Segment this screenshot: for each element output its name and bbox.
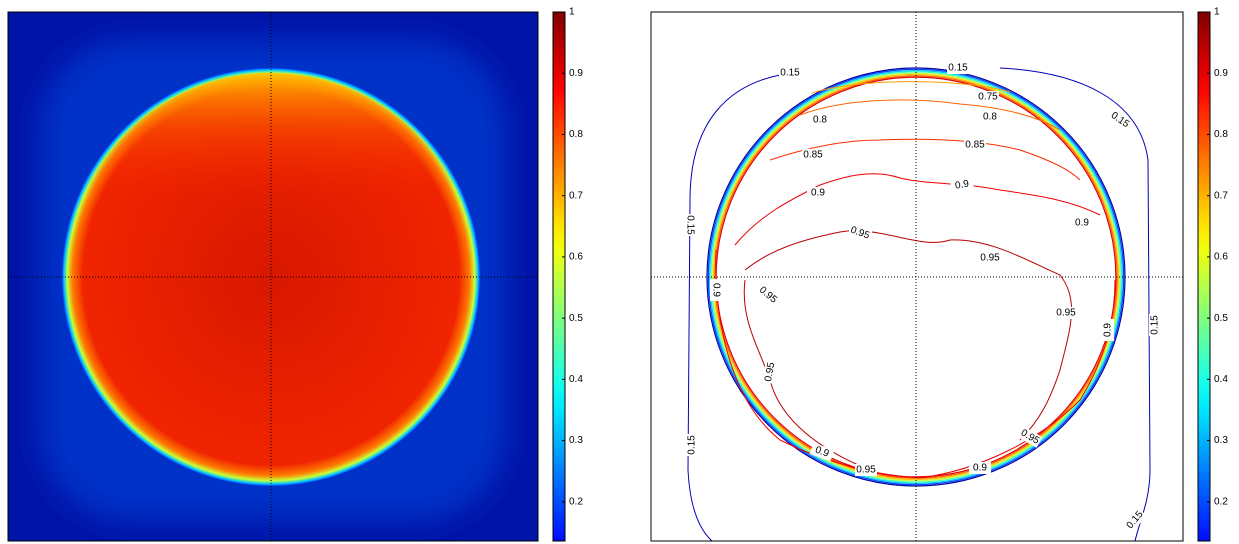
contour-label: 0.9 xyxy=(973,463,987,474)
contour-label: 0.15 xyxy=(780,68,800,79)
contour-label: 0.8 xyxy=(813,115,827,126)
colorbar-tick-label: 0.2 xyxy=(569,496,583,507)
contour-label-bg xyxy=(807,187,829,199)
contour-label: 0.8 xyxy=(983,112,997,123)
contour-label-bg xyxy=(979,252,1001,264)
contour-label-bg xyxy=(969,462,991,474)
colorbar xyxy=(1197,11,1211,542)
contour-axes: 0.15 0.150.150.150.150.150.150.750.8 0.80.… xyxy=(650,11,1184,542)
contour-label-bg xyxy=(1102,319,1114,341)
contour-label-bg xyxy=(1149,314,1161,336)
contour-line xyxy=(811,81,1011,94)
contour-label-bg xyxy=(802,149,824,161)
contour-label-bg xyxy=(977,91,999,103)
colorbar-tick-label: 0.4 xyxy=(1214,374,1228,385)
contour-label: 0.85 xyxy=(803,150,823,161)
colorbar-tick-label: 0.7 xyxy=(569,190,583,201)
contour-label: 0.15 xyxy=(1150,315,1161,335)
contour-label: 0.9 xyxy=(1103,323,1114,337)
contour-label-bg xyxy=(686,434,698,456)
background xyxy=(651,12,1183,541)
heatmap-axes xyxy=(7,11,539,542)
contour-label-bg xyxy=(710,279,722,301)
contour-label: 0.95 xyxy=(763,361,777,383)
contour-label: 0.85 xyxy=(965,140,985,151)
contour-label: 0.9 xyxy=(811,188,825,199)
colorbar-tick-label: 0.6 xyxy=(1214,252,1228,263)
contour-label-bg xyxy=(847,223,873,243)
contour-label: 0.75 xyxy=(978,92,998,103)
colorbar-tick-label: 0.9 xyxy=(569,68,583,79)
contour-label: 0.15 xyxy=(687,435,698,455)
contour-label-bg xyxy=(950,177,974,193)
axes-frame xyxy=(650,11,1184,542)
colorbar-tick-label: 1 xyxy=(1214,7,1220,18)
ring-contour xyxy=(712,73,1120,481)
colorbar-tick-label: 0.5 xyxy=(569,313,583,324)
contour-label-bg xyxy=(1123,507,1147,533)
contour-label-bg xyxy=(855,464,877,476)
ring-contour xyxy=(710,71,1122,483)
colorbar-tick-label: 0.8 xyxy=(569,129,583,140)
contour-line xyxy=(799,99,1061,131)
colorbar-tick-label: 0.4 xyxy=(569,374,583,385)
colorbar-tick-label: 0.8 xyxy=(1214,129,1228,140)
colorbar-tick-label: 0.3 xyxy=(569,435,583,446)
contour-label: 0.9 xyxy=(954,178,970,191)
colorbar-tick-label: 0.2 xyxy=(1214,496,1228,507)
contour-label-bg xyxy=(1017,426,1043,448)
contour-label-bg xyxy=(947,62,969,74)
colorbar-tick-label: 0.3 xyxy=(1214,435,1228,446)
contour-label-bg xyxy=(1055,307,1077,319)
contour-label: 0.9 xyxy=(710,283,721,297)
contour-label-bg xyxy=(755,283,781,307)
contour-label-bg xyxy=(779,67,801,79)
contour-label: 0.15 xyxy=(684,215,695,235)
colorbar-tick-label: 0.6 xyxy=(569,252,583,263)
contour-label: 0.9 xyxy=(1075,218,1089,229)
contour-label-bg xyxy=(684,214,696,236)
contour-line xyxy=(715,173,1116,479)
contour-label-bg xyxy=(979,111,1001,123)
contour-label-bg xyxy=(1071,217,1093,229)
colorbar-tick-label: 0.9 xyxy=(1214,68,1228,79)
colorbar-tick-label: 0.7 xyxy=(1214,190,1228,201)
contour-label: 0.9 xyxy=(814,445,831,460)
contour-label-bg xyxy=(964,139,986,151)
contour-label: 0.95 xyxy=(1056,308,1076,319)
contour-label-bg xyxy=(809,442,835,462)
colorbar-tick-label: 0.5 xyxy=(1214,313,1228,324)
contour-label-bg xyxy=(762,360,778,384)
axes-frame xyxy=(7,11,539,542)
contour-label: 0.15 xyxy=(948,63,968,74)
colorbar xyxy=(552,11,566,542)
contour-label-bg xyxy=(809,114,831,126)
contour-line xyxy=(769,138,1081,181)
contour-label: 0.95 xyxy=(980,253,1000,264)
colorbar-tick-label: 1 xyxy=(569,7,575,18)
contour-label: 0.95 xyxy=(856,465,876,476)
contour-label-bg xyxy=(1107,108,1133,132)
